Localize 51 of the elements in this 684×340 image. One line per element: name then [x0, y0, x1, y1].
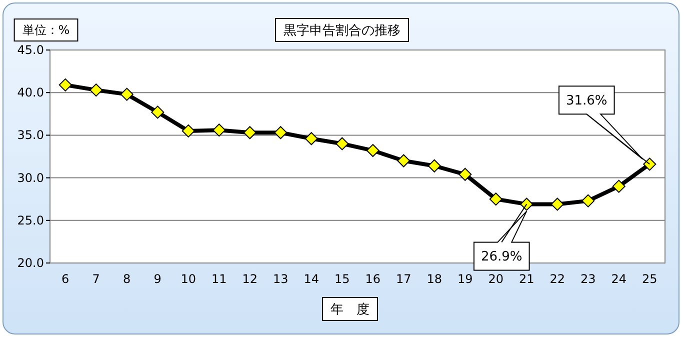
y-tick-label: 20.0	[17, 256, 44, 270]
point	[304, 132, 318, 146]
x-axis-title: 年 度	[330, 302, 370, 318]
point	[366, 144, 380, 158]
point	[151, 106, 164, 119]
annotation: 31.6%	[566, 94, 608, 109]
x-tick-label: 8	[123, 272, 131, 286]
point	[643, 158, 656, 171]
annotation: 26.9%	[480, 250, 522, 265]
x-tick-label: 15	[334, 272, 350, 286]
x-tick-label: 9	[154, 272, 162, 286]
x-tick-label: 11	[211, 272, 227, 286]
x-tick-label: 22	[550, 272, 566, 286]
point	[489, 192, 502, 206]
x-tick-label: 17	[396, 272, 412, 286]
x-tick-label: 6	[62, 272, 70, 286]
point	[212, 124, 226, 137]
x-tick-label: 24	[611, 272, 627, 286]
y-tick-label: 30.0	[17, 170, 44, 185]
x-tick-label: 10	[180, 272, 196, 286]
point	[612, 180, 626, 193]
x-tick-label: 14	[304, 272, 320, 286]
point	[336, 137, 349, 150]
point	[274, 126, 288, 140]
point	[550, 198, 564, 211]
point	[58, 78, 72, 92]
chart-title: 黒字申告割合の推移	[284, 22, 400, 39]
point	[520, 198, 534, 211]
x-tick-label: 20	[488, 272, 504, 286]
point	[182, 124, 195, 138]
point	[243, 126, 256, 140]
y-tick-label: 40.0	[17, 86, 44, 100]
y-tick-label: 25.0	[17, 213, 44, 228]
x-tick-label: 23	[580, 272, 596, 286]
y-tick-label: 35.0	[17, 128, 44, 142]
point	[582, 194, 595, 208]
point	[397, 154, 410, 168]
x-tick-label: 25	[642, 272, 658, 286]
point	[428, 159, 441, 172]
y-axis-title: 単位：%	[22, 23, 70, 38]
x-tick-label: 18	[426, 272, 442, 286]
x-tick-label: 12	[242, 272, 258, 286]
x-tick-label: 19	[457, 272, 473, 286]
x-tick-label: 13	[272, 272, 288, 286]
point	[120, 88, 134, 101]
x-tick-label: 7	[92, 272, 100, 286]
y-tick-label: 45.0	[17, 43, 44, 57]
x-tick-label: 21	[518, 272, 534, 286]
x-tick-label: 16	[365, 272, 381, 286]
point	[90, 84, 103, 97]
point	[458, 168, 472, 181]
